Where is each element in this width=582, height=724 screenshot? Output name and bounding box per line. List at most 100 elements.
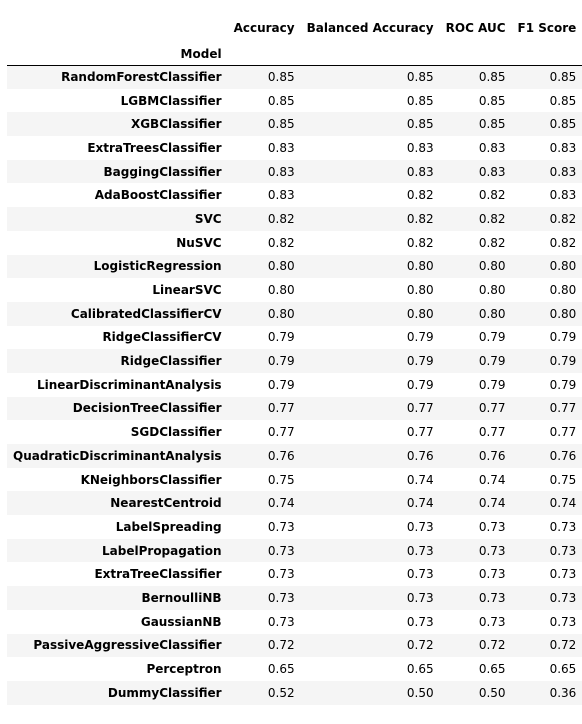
table-row: PassiveAggressiveClassifier 0.72 0.72 0.72 0… xyxy=(7,633,582,658)
model-name-cell: SVC xyxy=(194,211,222,226)
f1-score-cell: 0.73 xyxy=(549,590,577,605)
accuracy-cell: 0.74 xyxy=(267,496,295,511)
roc-auc-cell: 0.72 xyxy=(478,638,506,653)
accuracy-cell: 0.76 xyxy=(267,448,295,463)
f1-score-cell: 0.72 xyxy=(549,638,577,653)
f1-score-cell: 0.75 xyxy=(549,472,577,487)
index-name-row: Model xyxy=(7,43,582,66)
accuracy-cell: 0.79 xyxy=(267,354,295,369)
balanced-accuracy-cell: 0.72 xyxy=(406,638,434,653)
model-name-cell: CalibratedClassifierCV xyxy=(70,306,222,321)
model-name-cell: SGDClassifier xyxy=(130,425,222,440)
accuracy-cell: 0.85 xyxy=(267,70,295,85)
accuracy-cell: 0.85 xyxy=(267,93,295,108)
roc-auc-cell: 0.79 xyxy=(478,354,506,369)
balanced-accuracy-cell: 0.73 xyxy=(406,543,434,558)
model-name-cell: QuadraticDiscriminantAnalysis xyxy=(13,448,222,463)
balanced-accuracy-cell: 0.73 xyxy=(406,567,434,582)
accuracy-cell: 0.73 xyxy=(267,519,295,534)
f1-score-cell: 0.73 xyxy=(549,543,577,558)
model-name-cell: KNeighborsClassifier xyxy=(80,472,222,487)
column-header-roc-auc: ROC AUC xyxy=(445,21,506,35)
roc-auc-cell: 0.50 xyxy=(478,685,506,700)
f1-score-cell: 0.79 xyxy=(549,330,577,345)
balanced-accuracy-cell: 0.80 xyxy=(406,306,434,321)
roc-auc-cell: 0.74 xyxy=(478,496,506,511)
balanced-accuracy-cell: 0.80 xyxy=(406,283,434,298)
f1-score-cell: 0.82 xyxy=(549,211,577,226)
model-name-cell: RidgeClassifier xyxy=(120,354,222,369)
accuracy-cell: 0.77 xyxy=(267,401,295,416)
accuracy-cell: 0.85 xyxy=(267,117,295,132)
table-body: RandomForestClassifier 0.85 0.85 0.85 0.85 0.… xyxy=(7,65,582,705)
model-name-cell: RandomForestClassifier xyxy=(61,70,222,85)
table-row: QuadraticDiscriminantAnalysis 0.76 0.76 0.7… xyxy=(7,444,582,468)
model-results-table: Accuracy Balanced Accuracy ROC AUC F1 Sc… xyxy=(7,13,582,705)
column-header-balanced-accuracy: Balanced Accuracy xyxy=(306,21,434,35)
roc-auc-cell: 0.82 xyxy=(478,188,506,203)
balanced-accuracy-cell: 0.65 xyxy=(406,662,434,677)
roc-auc-cell: 0.73 xyxy=(478,590,506,605)
table-header: Accuracy Balanced Accuracy ROC AUC F1 Sc… xyxy=(7,13,582,66)
accuracy-cell: 0.72 xyxy=(267,638,295,653)
f1-score-cell: 0.65 xyxy=(549,662,577,677)
balanced-accuracy-cell: 0.73 xyxy=(406,590,434,605)
model-name-cell: LinearDiscriminantAnalysis xyxy=(36,377,222,392)
model-name-cell: XGBClassifier xyxy=(130,117,222,132)
accuracy-cell: 0.80 xyxy=(267,306,295,321)
accuracy-cell: 0.80 xyxy=(267,259,295,274)
balanced-accuracy-cell: 0.79 xyxy=(406,354,434,369)
model-name-cell: ExtraTreesClassifier xyxy=(87,140,222,155)
roc-auc-cell: 0.80 xyxy=(478,306,506,321)
f1-score-cell: 0.83 xyxy=(549,188,577,203)
f1-score-cell: 0.74 xyxy=(549,496,577,511)
model-name-cell: RidgeClassifierCV xyxy=(102,330,222,345)
balanced-accuracy-cell: 0.83 xyxy=(406,164,434,179)
f1-score-cell: 0.85 xyxy=(549,93,577,108)
model-name-cell: LogisticRegression xyxy=(93,259,222,274)
f1-score-cell: 0.80 xyxy=(549,259,577,274)
accuracy-cell: 0.75 xyxy=(267,472,295,487)
balanced-accuracy-cell: 0.73 xyxy=(406,614,434,629)
f1-score-cell: 0.79 xyxy=(549,354,577,369)
accuracy-cell: 0.73 xyxy=(267,590,295,605)
table-row: RandomForestClassifier0.850.850.850.850.… xyxy=(7,65,582,89)
balanced-accuracy-cell: 0.79 xyxy=(406,377,434,392)
model-name-cell: LabelPropagation xyxy=(102,543,222,558)
accuracy-cell: 0.83 xyxy=(267,164,295,179)
table-row: LinearDiscriminantAnalysis 0.79 0.79 0.79 0.… xyxy=(7,373,582,397)
balanced-accuracy-cell: 0.82 xyxy=(406,211,434,226)
roc-auc-cell: 0.83 xyxy=(478,164,506,179)
accuracy-cell: 0.73 xyxy=(267,614,295,629)
roc-auc-cell: 0.85 xyxy=(478,117,506,132)
roc-auc-cell: 0.73 xyxy=(478,567,506,582)
model-name-cell: BaggingClassifier xyxy=(103,164,222,179)
accuracy-cell: 0.83 xyxy=(267,188,295,203)
table-row: DecisionTreeClassifier0.770.770.770.770.… xyxy=(7,396,582,421)
accuracy-cell: 0.83 xyxy=(267,140,295,155)
accuracy-cell: 0.73 xyxy=(267,567,295,582)
roc-auc-cell: 0.82 xyxy=(478,235,506,250)
balanced-accuracy-cell: 0.74 xyxy=(406,472,434,487)
accuracy-cell: 0.73 xyxy=(267,543,295,558)
roc-auc-cell: 0.80 xyxy=(478,283,506,298)
column-header-row: Accuracy Balanced Accuracy ROC AUC F1 Sc… xyxy=(7,13,582,43)
model-name-cell: GaussianNB xyxy=(140,614,222,629)
index-name-header: Model xyxy=(7,43,228,66)
model-name-cell: Perceptron xyxy=(146,662,222,677)
f1-score-cell: 0.73 xyxy=(549,519,577,534)
roc-auc-cell: 0.73 xyxy=(478,519,506,534)
roc-auc-cell: 0.65 xyxy=(478,662,506,677)
